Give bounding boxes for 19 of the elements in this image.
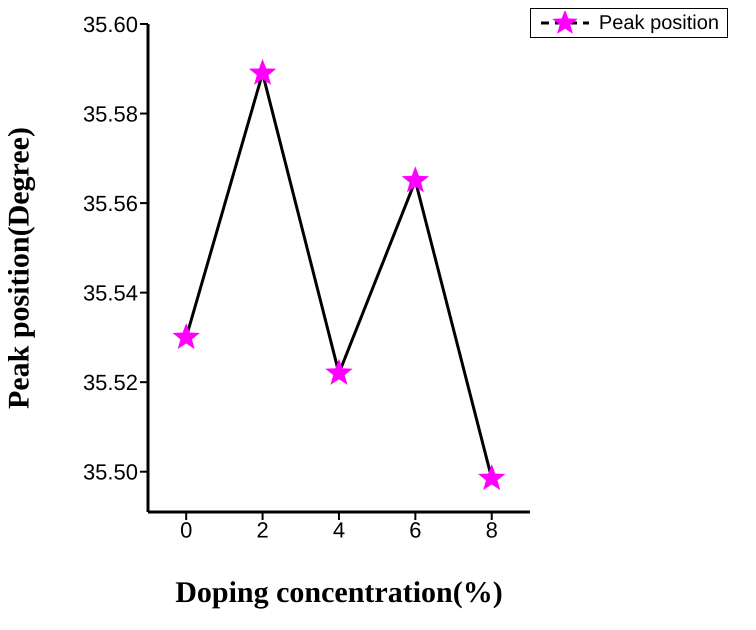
point xyxy=(326,360,352,384)
y-tick-label: 35.50 xyxy=(82,460,138,485)
y-tick-label: 35.60 xyxy=(82,12,138,37)
legend-label: Peak position xyxy=(598,12,719,34)
x-tick-label: 6 xyxy=(409,518,422,543)
x-tick-label: 0 xyxy=(180,518,192,543)
x-axis-title: Doping concentration(%) xyxy=(175,576,503,609)
point xyxy=(402,167,428,192)
y-tick-label: 35.54 xyxy=(82,280,138,306)
point xyxy=(173,324,200,348)
y-axis-title: Peak position(Degree) xyxy=(2,127,36,409)
point xyxy=(478,464,505,490)
x-tick-label: 2 xyxy=(256,518,269,543)
x-tick-label: 4 xyxy=(332,518,346,543)
y-tick-label: 35.58 xyxy=(82,101,138,126)
y-tick-label: 35.52 xyxy=(82,370,138,395)
x-tick-label: 8 xyxy=(486,518,498,543)
y-tick-label: 35.56 xyxy=(82,190,138,216)
point xyxy=(250,60,276,84)
